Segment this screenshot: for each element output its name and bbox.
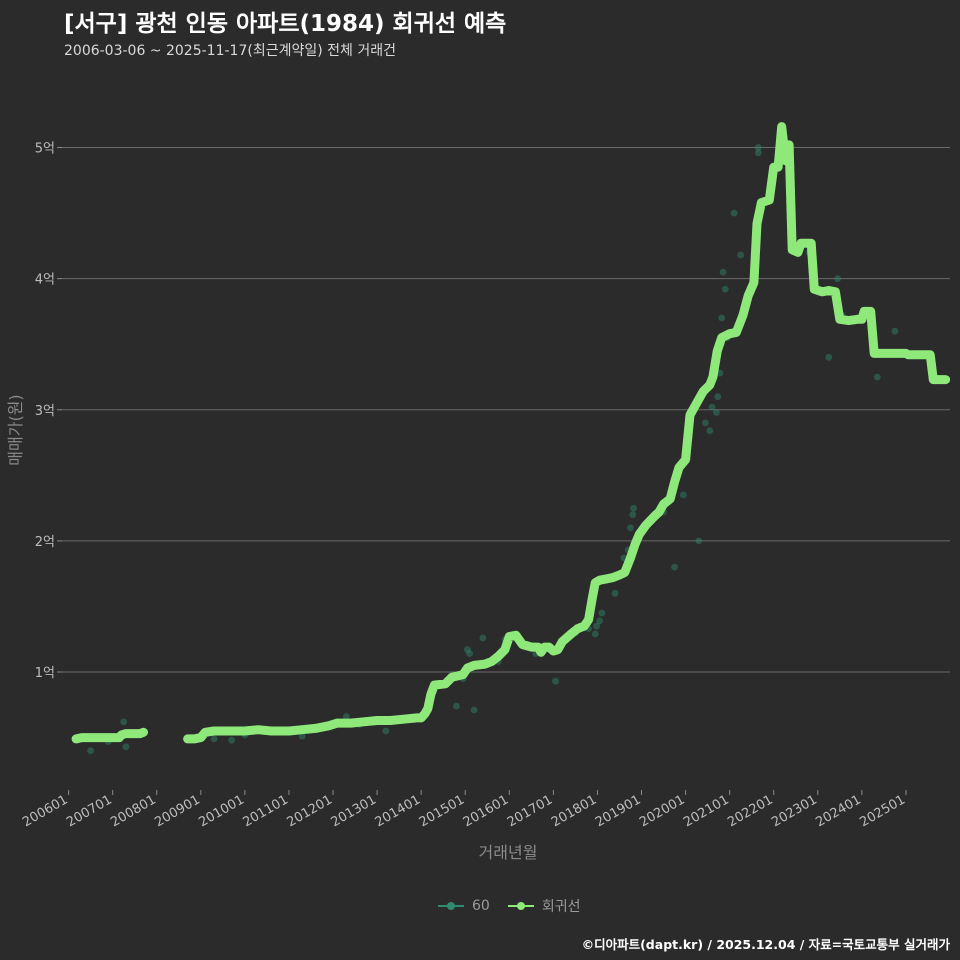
gridlines [62, 147, 950, 673]
y-tick-label: 3억 [35, 404, 55, 419]
scatter-point [825, 353, 833, 361]
scatter-point [87, 747, 95, 755]
x-tick-label: 201601 [461, 792, 511, 830]
scatter-point [702, 419, 709, 427]
y-axis-label: 매매가(원) [6, 394, 25, 465]
scatter-point [719, 268, 727, 276]
scatter-point [754, 149, 762, 157]
y-tick-label: 4억 [35, 273, 55, 288]
scatter-series-60 [74, 141, 945, 755]
scatter-point [714, 393, 722, 401]
legend-swatch-regression [507, 899, 534, 913]
scatter-point [593, 622, 600, 630]
x-tick-label: 201801 [549, 792, 599, 830]
scatter-point [598, 609, 606, 617]
scatter-point [464, 646, 471, 654]
x-tick-label: 201201 [285, 792, 335, 830]
scatter-point [627, 524, 634, 532]
chart-title: [서구] 광천 인동 아파트(1984) 회귀선 예측 [64, 11, 507, 37]
scatter-point [721, 285, 729, 293]
scatter-point [298, 732, 306, 740]
legend-swatch-60 [438, 899, 464, 913]
legend-label-regression: 회귀선 [541, 899, 581, 915]
scatter-point [228, 736, 236, 744]
y-tick-label: 1억 [35, 666, 55, 681]
scatter-point [342, 713, 350, 720]
scatter-point [210, 735, 218, 743]
y-tick-label: 5억 [35, 142, 55, 157]
x-tick-label: 201001 [196, 792, 246, 830]
scatter-point [708, 403, 716, 411]
x-tick-label: 201701 [505, 792, 555, 830]
scatter-point [834, 275, 842, 283]
x-tick-label: 202301 [769, 792, 819, 830]
scatter-point [611, 589, 619, 597]
x-tick-label: 201101 [240, 792, 290, 830]
x-tick-label: 202201 [725, 792, 775, 830]
x-tick-label: 200901 [152, 792, 202, 830]
x-axis-ticks: 2006012007012008012009012010012011012012… [20, 790, 908, 830]
y-axis-ticks: 1억 2억 3억 4억 5억 [35, 142, 62, 681]
x-axis-label: 거래년월 [479, 843, 538, 862]
x-tick-label: 201501 [417, 792, 467, 830]
chart-subtitle: 2006-03-06 ~ 2025-11-17(최근계약일) 전체 거래건 [64, 43, 396, 59]
scatter-point [470, 706, 478, 714]
footer-credit: ©디아파트(dapt.kr) / 2025.12.04 / 자료=국토교통부 실… [581, 937, 950, 952]
scatter-point [453, 702, 460, 710]
scatter-point [552, 677, 559, 685]
x-tick-label: 200801 [108, 792, 158, 830]
x-tick-label: 202501 [857, 792, 907, 830]
x-tick-label: 202401 [813, 792, 863, 830]
scatter-point [630, 504, 637, 512]
scatter-point [596, 617, 604, 625]
legend: 60 회귀선 [438, 896, 590, 916]
regression-line-series [71, 122, 951, 744]
scatter-point [713, 409, 720, 416]
scatter-point [730, 209, 738, 217]
regression-line [183, 122, 951, 744]
scatter-point [891, 327, 899, 335]
scatter-point [679, 491, 687, 499]
scatter-point [122, 743, 130, 751]
scatter-point [591, 630, 599, 638]
scatter-point [873, 373, 881, 381]
scatter-point [706, 427, 714, 435]
x-tick-label: 201301 [329, 792, 379, 830]
y-tick-label: 2억 [35, 535, 55, 550]
scatter-point [382, 727, 390, 735]
x-tick-label: 202101 [681, 792, 731, 830]
scatter-point [479, 634, 487, 642]
scatter-point [120, 718, 128, 726]
scatter-point [718, 314, 726, 322]
scatter-point [695, 537, 703, 545]
legend-label-60: 60 [472, 898, 490, 914]
x-tick-label: 201401 [373, 792, 423, 830]
x-tick-label: 200601 [20, 792, 70, 830]
x-tick-label: 201901 [593, 792, 643, 830]
x-tick-label: 200701 [64, 792, 114, 830]
scatter-point [737, 251, 745, 259]
regression-line [71, 727, 148, 744]
scatter-point [629, 511, 637, 519]
scatter-point [754, 144, 762, 151]
x-tick-label: 202001 [637, 792, 687, 830]
scatter-point [466, 650, 474, 658]
scatter-point [671, 563, 678, 571]
